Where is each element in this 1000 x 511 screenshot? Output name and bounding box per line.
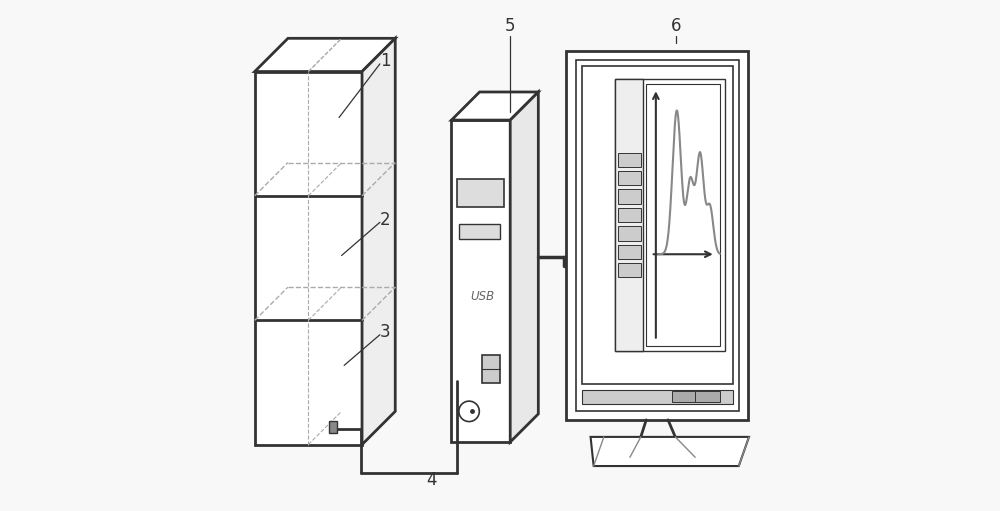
Text: 1: 1 [380, 52, 390, 71]
Bar [615, 79, 725, 351]
Circle shape [459, 401, 479, 422]
Bar [618, 263, 641, 277]
Bar [459, 224, 500, 239]
Polygon shape [255, 38, 395, 72]
Bar [329, 421, 337, 433]
Polygon shape [591, 437, 749, 466]
Bar [618, 190, 641, 204]
Bar [618, 171, 641, 185]
Bar [457, 179, 504, 207]
Text: 6: 6 [671, 16, 682, 35]
Text: 5: 5 [505, 16, 515, 35]
Polygon shape [451, 92, 538, 120]
Bar [618, 153, 641, 167]
Bar [646, 84, 720, 346]
Bar [582, 390, 733, 404]
Text: 4: 4 [426, 471, 436, 490]
Bar [615, 79, 643, 351]
Bar [451, 120, 510, 442]
Bar [695, 391, 720, 402]
Text: USB: USB [470, 290, 494, 303]
Bar [618, 245, 641, 259]
Bar [576, 60, 739, 411]
Bar [566, 51, 748, 420]
Polygon shape [510, 92, 538, 442]
Bar [618, 208, 641, 222]
Bar [618, 226, 641, 241]
Bar [482, 355, 500, 383]
Bar [582, 66, 733, 384]
Polygon shape [362, 38, 395, 445]
Bar [255, 72, 362, 445]
Text: 3: 3 [380, 323, 390, 341]
Bar [672, 391, 698, 402]
Text: 2: 2 [380, 211, 390, 229]
